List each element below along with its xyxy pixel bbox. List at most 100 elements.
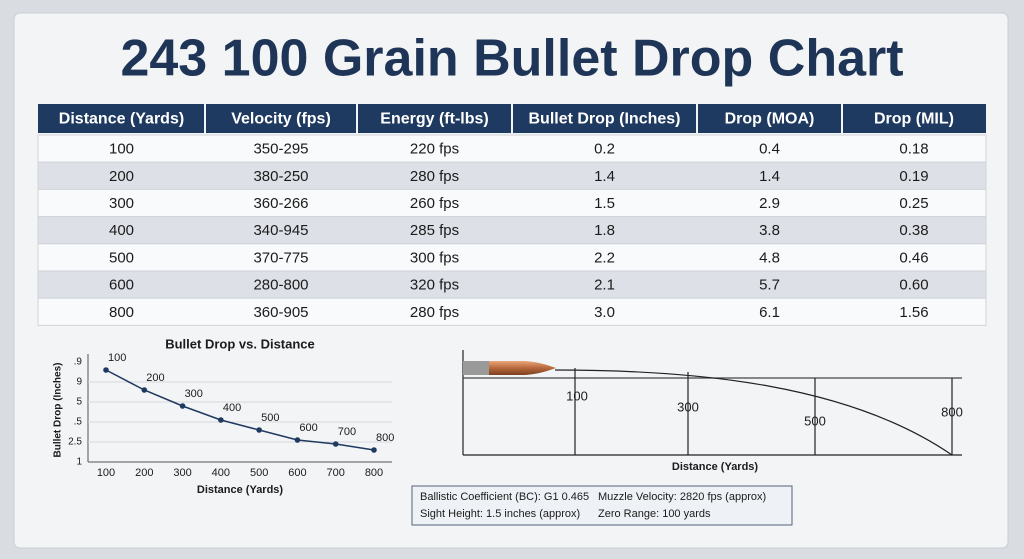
table-cell: 800 — [109, 304, 134, 321]
table-cell: 280-800 — [253, 277, 308, 294]
table-row — [37, 134, 987, 163]
table-cell: 360-905 — [253, 304, 308, 321]
table-cell: 370-775 — [253, 249, 308, 266]
table-cell: 380-250 — [253, 168, 308, 185]
table-cell: 360-266 — [253, 195, 308, 212]
y-tick-label: .5 — [74, 417, 83, 428]
table-cell: 1.4 — [759, 168, 780, 185]
x-tick-label: 100 — [97, 467, 115, 479]
point-label: 700 — [338, 426, 356, 438]
bullet — [489, 361, 556, 375]
table-row — [37, 270, 987, 299]
table-row — [37, 216, 987, 245]
table-cell: 0.46 — [899, 249, 928, 266]
header-cell: Energy (ft-lbs) — [380, 111, 488, 128]
point-label: 300 — [185, 388, 203, 400]
info-text: Sight Height: 1.5 inches (approx) — [420, 508, 580, 520]
table-cell: 1.5 — [594, 195, 615, 212]
table-cell: 0.60 — [899, 277, 928, 294]
marker-label: 800 — [941, 404, 963, 419]
drop-chart: Bullet Drop vs. Distance .9 9 5 .5 2.5 1 Bullet… — [53, 336, 395, 495]
point — [218, 417, 224, 423]
y-axis-label: Bullet Drop (Inches) — [53, 362, 64, 457]
x-tick-label: 200 — [135, 467, 153, 479]
x-tick-label: 600 — [288, 467, 306, 479]
table-cell: 1.56 — [899, 304, 928, 321]
header-cell: Drop (MOA) — [725, 111, 815, 128]
table: Distance (Yards) Velocity (fps) Energy (ft… — [37, 104, 987, 326]
table-cell: 6.1 — [759, 304, 780, 321]
line — [105, 369, 375, 451]
table-row — [37, 243, 987, 272]
table-cell: 1.8 — [594, 222, 615, 239]
table-cell: 0.2 — [594, 141, 615, 158]
x-tick-label: 700 — [327, 467, 345, 479]
header-cell: Velocity (fps) — [231, 111, 331, 128]
trajectory — [462, 350, 962, 456]
table-cell: 0.25 — [899, 195, 928, 212]
marker-label: 100 — [566, 388, 588, 403]
table-cell: 285 fps — [410, 222, 459, 239]
y-tick-label: .9 — [74, 357, 83, 368]
table-cell: 0.4 — [759, 141, 780, 158]
table-cell: 300 — [109, 195, 134, 212]
x-tick-label: 300 — [173, 467, 191, 479]
table-cell: 600 — [109, 277, 134, 294]
table-cell: 0.38 — [899, 222, 928, 239]
marker-label: 300 — [677, 399, 699, 414]
table-cell: 400 — [109, 222, 134, 239]
header-cell: Drop (MIL) — [874, 111, 954, 128]
table-row — [37, 188, 987, 218]
y-tick-label: 5 — [76, 397, 82, 408]
point — [103, 367, 109, 373]
table-row — [37, 297, 987, 326]
point-label: 800 — [376, 432, 394, 444]
table-cell: 280 fps — [410, 304, 459, 321]
x-axis-label: Distance (Yards) — [197, 484, 284, 496]
point — [332, 441, 339, 447]
point — [141, 387, 148, 393]
y-tick-label: 9 — [76, 377, 82, 388]
bullet-case — [463, 361, 489, 375]
table-cell: 200 — [109, 168, 134, 185]
header-cell: Bullet Drop (Inches) — [528, 111, 680, 128]
info-text: Ballistic Coefficient (BC): G1 0.465 — [420, 491, 589, 503]
x-tick-label: 800 — [365, 467, 383, 479]
table-cell: 500 — [109, 249, 134, 266]
table-row — [37, 161, 987, 190]
info-box — [411, 485, 793, 526]
x-tick-label: 400 — [212, 467, 230, 479]
table-cell: 0.18 — [899, 141, 928, 158]
info-text: Zero Range: 100 yards — [598, 508, 711, 520]
table-cell: 350-295 — [253, 141, 308, 158]
table-cell: 320 fps — [410, 277, 459, 294]
header-cell: Distance (Yards) — [59, 111, 184, 128]
point-label: 200 — [146, 372, 164, 384]
chart-title: Bullet Drop vs. Distance — [165, 336, 315, 351]
y-tick-label: 2.5 — [68, 437, 82, 448]
point-label: 500 — [261, 412, 279, 424]
point-label: 100 — [108, 352, 126, 364]
axis-label: Distance (Yards) — [672, 461, 759, 473]
table-cell: 2.9 — [759, 195, 780, 212]
x-tick-label: 500 — [250, 467, 268, 479]
table-cell: 5.7 — [759, 277, 780, 294]
table-cell: 1.4 — [594, 168, 615, 185]
table-cell: 4.8 — [759, 249, 780, 266]
marker-label: 500 — [804, 413, 826, 428]
table-cell: 2.2 — [594, 249, 615, 266]
point — [256, 427, 262, 433]
table-cell: 3.0 — [594, 304, 615, 321]
table-cell: 340-945 — [253, 222, 308, 239]
point — [294, 437, 301, 443]
table-cell: 300 fps — [410, 249, 459, 266]
table-cell: 3.8 — [759, 222, 780, 239]
info-text: Muzzle Velocity: 2820 fps (approx) — [598, 491, 766, 503]
y-tick-label: 1 — [76, 457, 82, 468]
point — [371, 447, 377, 453]
point-label: 400 — [223, 402, 241, 414]
table-cell: 2.1 — [594, 277, 615, 294]
title: 243 100 Grain Bullet Drop Chart — [120, 30, 903, 88]
table-cell: 220 fps — [410, 141, 459, 158]
